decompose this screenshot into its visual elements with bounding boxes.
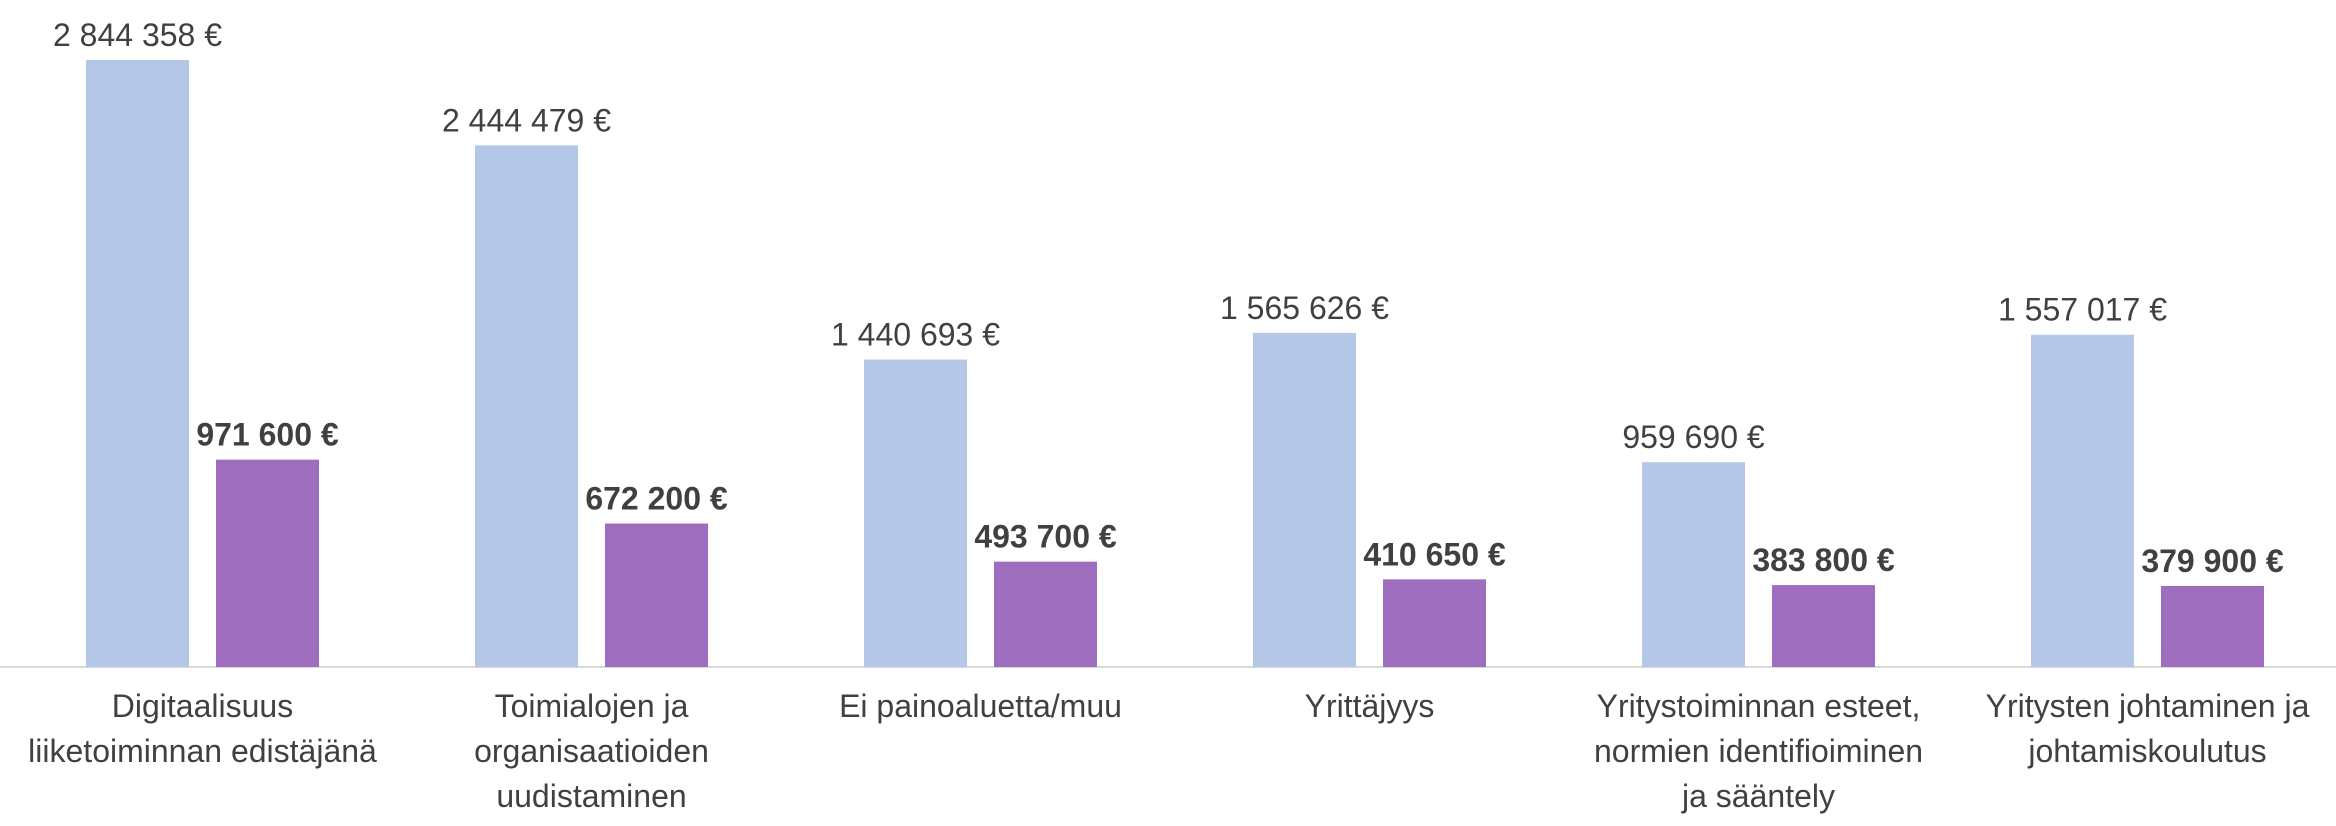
bar (994, 561, 1097, 667)
x-tick-label: Digitaalisuus liiketoiminnan edistäjänä (28, 688, 377, 769)
data-label: 493 700 € (974, 519, 1117, 555)
data-label: 410 650 € (1363, 536, 1506, 572)
x-tick-label: Ei painoaluetta/muu (839, 688, 1122, 724)
data-label: 959 690 € (1622, 419, 1765, 455)
x-tick-label: Yritystoiminnan esteet, normien identifio… (1594, 688, 1923, 814)
data-label: 1 557 017 € (1998, 292, 2167, 328)
data-label: 1 440 693 € (831, 317, 1000, 353)
bar (2161, 585, 2264, 667)
x-tick-label: Yritysten johtaminen ja johtamiskoulutus (1986, 688, 2310, 769)
bar (864, 359, 967, 667)
x-tick-label: Yrittäjyys (1305, 688, 1435, 724)
x-tick-label: Toimialojen ja organisaatioiden uudistamin… (474, 688, 709, 814)
bar (1642, 462, 1745, 667)
bar (2031, 334, 2134, 667)
data-label: 971 600 € (196, 417, 339, 453)
data-label: 383 800 € (1752, 542, 1895, 578)
data-label: 379 900 € (2141, 543, 2284, 579)
bar (1253, 332, 1356, 667)
bar (86, 60, 189, 667)
data-label: 672 200 € (585, 481, 728, 517)
bar (216, 459, 319, 667)
bar (605, 523, 708, 667)
data-label: 2 844 358 € (53, 17, 222, 53)
bar (1383, 579, 1486, 667)
bar (475, 145, 578, 667)
data-label: 2 444 479 € (442, 102, 611, 138)
bar (1772, 585, 1875, 667)
data-label: 1 565 626 € (1220, 290, 1389, 326)
